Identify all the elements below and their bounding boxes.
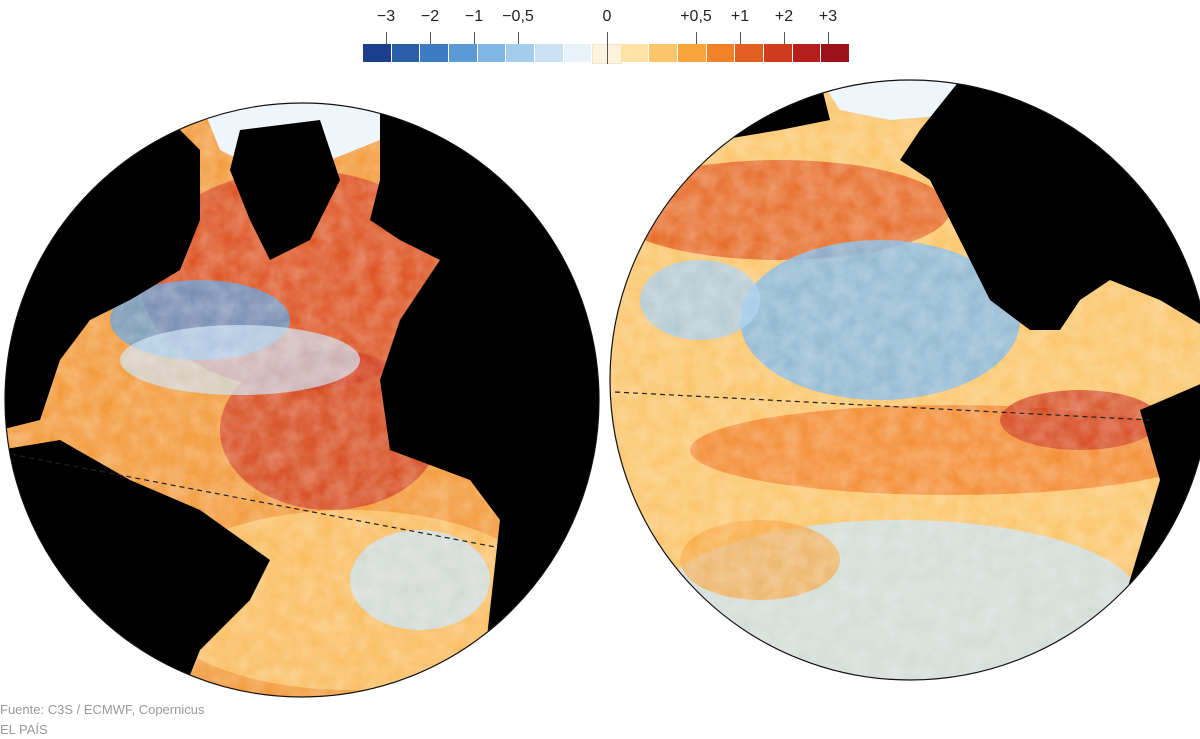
legend-swatch [420,44,448,62]
legend-tick-mark [386,32,387,44]
legend-tick-label: +0,5 [680,8,712,25]
legend-tick-label: −0,5 [502,8,534,25]
legend-swatch [391,44,420,62]
legend-swatch [649,44,678,62]
legend-swatch [792,44,821,62]
land-europe-africa [370,103,599,697]
legend-tick-label: +1 [730,8,750,25]
legend-tick-label: +2 [774,8,794,25]
legend-swatch [706,44,735,62]
legend-tick-label: −1 [464,8,484,25]
legend-tick-label: −2 [420,8,440,25]
legend-tick-mark [474,32,475,44]
legend-swatch [764,44,792,62]
legend-tick-mark [696,32,697,44]
legend-swatch [363,44,391,62]
legend-swatch [563,44,592,62]
legend-swatch [620,44,649,62]
legend-swatch [821,44,849,62]
legend-tick-label: +3 [818,8,838,25]
equator-line [5,452,498,548]
legend-swatch [506,44,534,62]
legend-swatch [534,44,563,62]
globe-atlantic [4,102,600,698]
color-scale-legend: −3 −2 −1 −0,5 0 +0,5 +1 +2 +3 [0,0,1200,70]
globe-pacific [609,79,1200,681]
legend-swatch [448,44,477,62]
legend-swatch [735,44,764,62]
legend-tick-mark [784,32,785,44]
arctic-ice [820,80,960,120]
legend-tick-label: 0 [602,8,612,25]
legend-tick-label: −3 [376,8,396,25]
brand-credit: EL PAÍS [0,722,48,737]
legend-swatch [678,44,706,62]
source-credit: Fuente: C3S / ECMWF, Copernicus [0,702,205,717]
legend-tick-mark [828,32,829,44]
legend-tick-mark [518,32,519,44]
legend-tick-mark [740,32,741,44]
land-greenland [230,120,340,260]
legend-tick-mark [607,32,608,64]
legend-swatch [477,44,506,62]
legend-tick-mark [430,32,431,44]
